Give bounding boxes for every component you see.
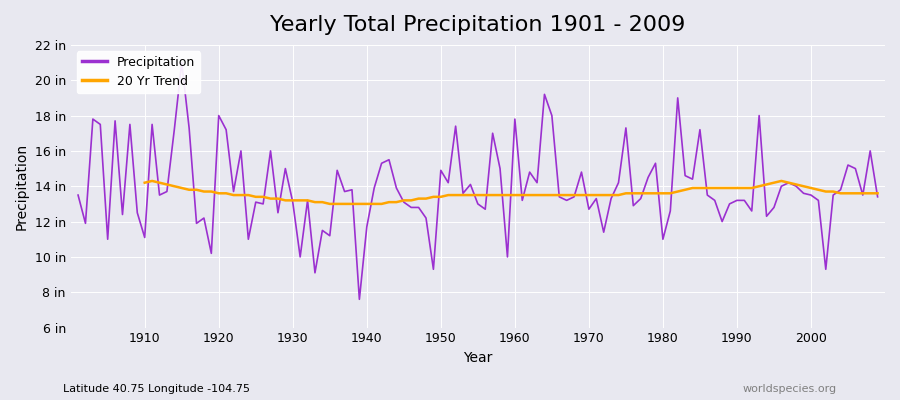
Precipitation bbox=[872, 194, 883, 199]
20 Yr Trend bbox=[732, 186, 742, 190]
X-axis label: Year: Year bbox=[464, 351, 492, 365]
20 Yr Trend bbox=[147, 178, 158, 183]
20 Yr Trend bbox=[324, 202, 335, 206]
Text: Latitude 40.75 Longitude -104.75: Latitude 40.75 Longitude -104.75 bbox=[63, 384, 250, 394]
20 Yr Trend bbox=[317, 200, 328, 204]
Text: worldspecies.org: worldspecies.org bbox=[742, 384, 837, 394]
Precipitation bbox=[525, 170, 535, 174]
Precipitation bbox=[517, 198, 527, 203]
20 Yr Trend bbox=[346, 202, 357, 206]
20 Yr Trend bbox=[872, 191, 883, 196]
Legend: Precipitation, 20 Yr Trend: Precipitation, 20 Yr Trend bbox=[76, 51, 200, 93]
Title: Yearly Total Precipitation 1901 - 2009: Yearly Total Precipitation 1901 - 2009 bbox=[270, 15, 686, 35]
Line: Precipitation: Precipitation bbox=[78, 62, 878, 299]
Y-axis label: Precipitation: Precipitation bbox=[15, 143, 29, 230]
Precipitation bbox=[346, 187, 357, 192]
Precipitation bbox=[176, 60, 187, 65]
20 Yr Trend bbox=[546, 193, 557, 198]
20 Yr Trend bbox=[525, 193, 535, 198]
20 Yr Trend bbox=[383, 200, 394, 204]
Precipitation bbox=[302, 198, 313, 203]
Precipitation bbox=[354, 297, 364, 302]
Precipitation bbox=[613, 180, 624, 185]
Precipitation bbox=[132, 210, 143, 215]
Line: 20 Yr Trend: 20 Yr Trend bbox=[145, 181, 877, 204]
Precipitation bbox=[73, 193, 84, 198]
20 Yr Trend bbox=[140, 180, 150, 185]
